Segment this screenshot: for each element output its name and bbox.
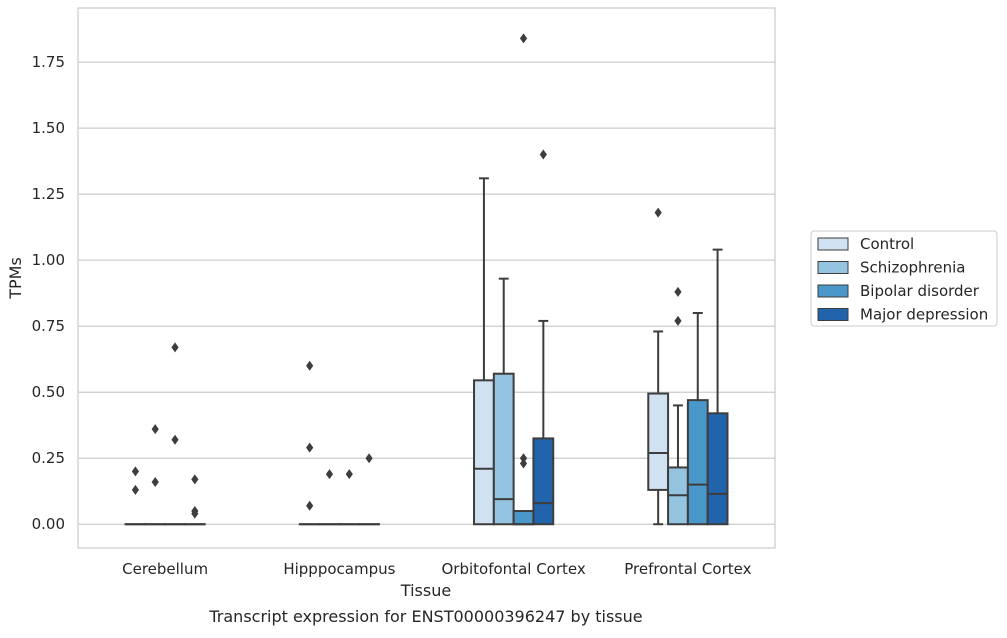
legend-swatch (818, 309, 848, 321)
y-tick-label: 1.75 (32, 53, 65, 71)
y-tick-label: 1.50 (32, 119, 65, 137)
box-body (708, 413, 728, 524)
y-tick-label: 0.75 (32, 317, 65, 335)
box-body (514, 511, 534, 524)
x-axis-label: Tissue (400, 581, 451, 600)
y-tick-labels: 0.00 0.25 0.50 0.75 1.00 1.25 1.50 1.75 (32, 53, 65, 533)
legend-swatch (818, 262, 848, 274)
box-body (688, 400, 708, 524)
legend: Control Schizophrenia Bipolar disorder Majo… (811, 231, 997, 326)
y-tick-label: 0.50 (32, 383, 65, 401)
x-tick-label: Prefrontal Cortex (624, 560, 751, 578)
x-tick-label: Hipppocampus (283, 560, 395, 578)
y-tick-label: 1.25 (32, 185, 65, 203)
chart-caption: Transcript expression for ENST0000039624… (208, 607, 642, 626)
legend-label: Schizophrenia (860, 259, 965, 277)
legend-swatch (818, 285, 848, 297)
legend-label: Control (860, 235, 914, 253)
box-body (474, 380, 494, 524)
box-body (533, 438, 553, 524)
y-tick-label: 0.00 (32, 515, 65, 533)
y-axis-label: TPMs (6, 257, 25, 300)
legend-label: Bipolar disorder (860, 282, 980, 300)
legend-swatch (818, 238, 848, 250)
y-tick-label: 1.00 (32, 251, 65, 269)
legend-label: Major depression (860, 306, 988, 324)
x-tick-label: Cerebellum (122, 560, 208, 578)
x-tick-labels: Cerebellum Hipppocampus Orbitofontal Corte… (122, 560, 751, 578)
box-body (648, 394, 668, 490)
box-body (494, 374, 514, 525)
y-tick-label: 0.25 (32, 449, 65, 467)
x-tick-label: Orbitofontal Cortex (442, 560, 586, 578)
